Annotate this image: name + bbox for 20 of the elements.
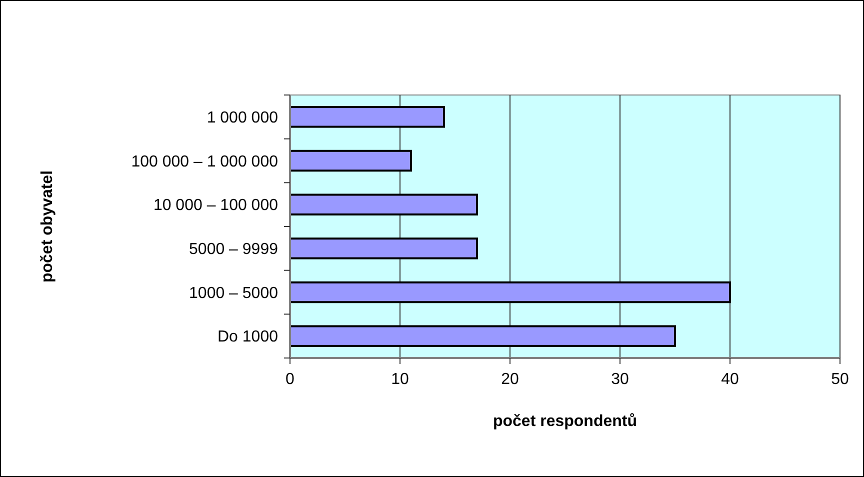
x-tick-label: 30 <box>611 371 629 388</box>
x-tick-label: 20 <box>501 371 519 388</box>
bar <box>289 106 445 128</box>
y-axis-title: počet obyvatel <box>39 170 56 283</box>
y-tick-label: 1000 – 5000 <box>189 284 278 302</box>
x-tick-label: 40 <box>721 371 739 388</box>
x-axis-title: počet respondentů <box>492 413 638 430</box>
bar <box>289 194 478 216</box>
x-tick-label: 10 <box>391 371 409 388</box>
x-tick-label: 0 <box>286 371 295 388</box>
y-tick-label: 5000 – 9999 <box>189 241 278 258</box>
bar <box>289 238 478 260</box>
y-tick-label: 10 000 – 100 000 <box>153 197 278 214</box>
y-tick-label: 100 000 – 1 000 000 <box>131 153 278 170</box>
y-tick-label: Do 1000 <box>218 328 278 346</box>
bar <box>289 281 731 304</box>
bar <box>289 325 676 347</box>
bar <box>289 150 412 172</box>
x-tick-label: 50 <box>831 371 849 388</box>
y-tick-label: 1 000 000 <box>206 110 278 127</box>
